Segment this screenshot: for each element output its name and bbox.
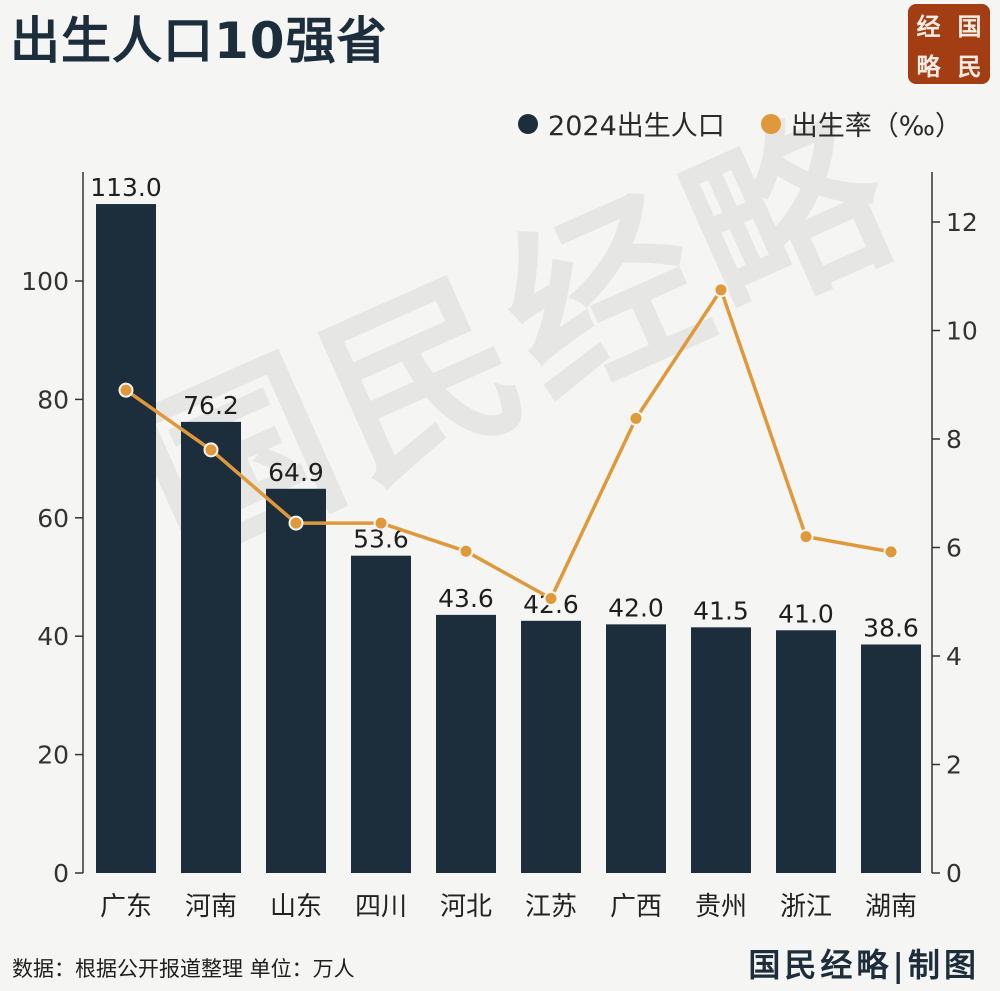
page-title: 出生人口10强省 — [10, 12, 388, 70]
category-label: 贵州 — [695, 892, 747, 922]
bar-value-label: 113.0 — [90, 173, 162, 202]
bar-value-label: 41.5 — [693, 596, 749, 625]
bar-value-label: 41.0 — [778, 599, 834, 628]
category-label: 湖南 — [865, 892, 917, 922]
category-label: 浙江 — [780, 892, 832, 922]
line-point-birth-rate — [118, 382, 134, 398]
line-point-birth-rate — [883, 544, 899, 560]
left-tick-label: 80 — [37, 385, 69, 414]
line-point-birth-rate — [628, 410, 644, 426]
category-label: 江苏 — [525, 892, 577, 922]
right-tick-label: 12 — [946, 208, 978, 237]
brand-logo: 经 国 略 民 — [908, 4, 990, 84]
right-tick-label: 8 — [946, 425, 962, 454]
bar-births — [521, 620, 581, 873]
line-point-birth-rate — [713, 282, 729, 298]
bar-births — [266, 488, 326, 873]
credit-text: 国民经略|制图 — [748, 946, 980, 984]
category-label: 山东 — [270, 892, 322, 922]
category-label: 四川 — [355, 892, 407, 922]
legend-dot-icon — [518, 113, 539, 134]
bar-births — [861, 644, 921, 873]
logo-char: 经 — [916, 11, 941, 41]
line-point-birth-rate — [373, 515, 389, 531]
chart-legend: 2024出生人口 出生率（‰） — [492, 104, 962, 143]
bar-births — [691, 627, 751, 873]
line-point-birth-rate — [288, 515, 304, 531]
right-tick-label: 10 — [946, 317, 978, 346]
bar-births — [181, 421, 241, 873]
bar-value-label: 43.6 — [438, 584, 494, 613]
logo-char: 国 — [957, 11, 982, 41]
logo-char: 民 — [957, 51, 982, 81]
legend-label: 出生率（‰） — [790, 111, 962, 142]
legend-dot-icon — [760, 113, 781, 134]
bar-value-label: 76.2 — [183, 391, 239, 420]
data-source-note: 数据：根据公开报道整理 单位：万人 — [12, 957, 355, 981]
legend-item-births: 2024出生人口 — [518, 104, 725, 143]
bar-births — [606, 624, 666, 873]
line-point-birth-rate — [203, 442, 219, 458]
logo-char: 略 — [916, 51, 941, 81]
bar-value-label: 38.6 — [863, 613, 919, 642]
right-tick-label: 4 — [946, 642, 962, 671]
bar-births — [436, 614, 496, 873]
left-tick-label: 60 — [37, 504, 69, 533]
bar-value-label: 42.0 — [608, 593, 664, 622]
right-tick-label: 6 — [946, 534, 962, 563]
line-point-birth-rate — [798, 529, 814, 545]
bar-births — [351, 555, 411, 873]
line-point-birth-rate — [543, 590, 559, 606]
line-point-birth-rate — [458, 543, 474, 559]
category-label: 广东 — [100, 892, 152, 922]
legend-item-birth-rate: 出生率（‰） — [760, 104, 962, 143]
category-label: 河南 — [185, 892, 237, 922]
right-tick-label: 2 — [946, 751, 962, 780]
bar-value-label: 64.9 — [268, 458, 324, 487]
category-label: 河北 — [440, 892, 492, 922]
bar-births — [776, 630, 836, 873]
left-tick-label: 20 — [37, 741, 69, 770]
category-label: 广西 — [610, 892, 662, 922]
left-tick-label: 40 — [37, 622, 69, 651]
left-tick-label: 0 — [53, 859, 69, 888]
legend-label: 2024出生人口 — [548, 111, 725, 142]
left-tick-label: 100 — [21, 267, 69, 296]
bar-births — [96, 204, 156, 874]
line-birth-rate — [124, 288, 892, 601]
right-tick-label: 0 — [946, 859, 962, 888]
